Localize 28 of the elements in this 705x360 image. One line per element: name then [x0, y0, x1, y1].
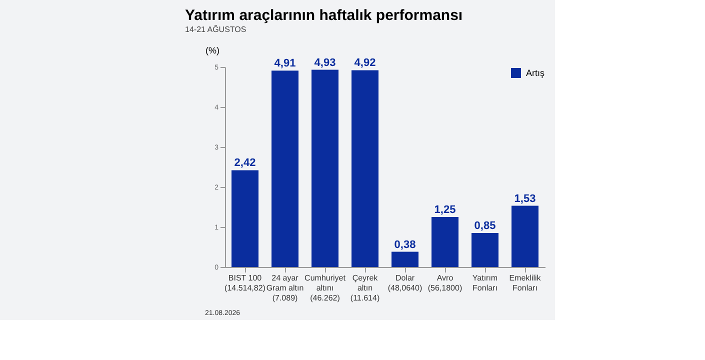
x-tick-label: Çeyrek altın (11.614) [350, 274, 380, 302]
text: 4,93 [314, 56, 336, 69]
bar [472, 233, 498, 267]
text: 1,53 [514, 192, 536, 205]
y-axis-title: (%) [206, 46, 220, 56]
bar [392, 252, 418, 267]
bar [352, 70, 378, 267]
bar [512, 206, 538, 267]
x-tick-label: Avro (56,1800) [428, 274, 462, 292]
text: 4,92 [354, 57, 376, 70]
bar [432, 217, 458, 267]
bar [312, 70, 338, 267]
bar [232, 170, 258, 267]
text: 0,85 [474, 220, 496, 232]
x-tick-label: Dolar (48,0640) [388, 274, 422, 292]
x-tick-label: Yatırım Fonları [472, 274, 498, 292]
bar [272, 70, 298, 267]
legend-label: Artış [526, 68, 545, 78]
x-tick-label: 24 ayar Gram altın (7.089) [266, 274, 304, 302]
text: 2,42 [234, 157, 256, 170]
x-tick-label: BIST 100 (14.514,82) [224, 274, 266, 292]
chart-subtitle: 14-21 AĞUSTOS [185, 25, 246, 34]
chart-title: Yatırım araçlarının haftalık performansı [185, 7, 463, 24]
text: 4,91 [274, 58, 296, 70]
x-tick-label: Emeklilik Fonları [509, 274, 542, 292]
text: 0,38 [394, 238, 416, 251]
x-tick-label: Cumhuriyet altını (46.262) [304, 274, 346, 302]
text: 1,25 [434, 204, 456, 216]
